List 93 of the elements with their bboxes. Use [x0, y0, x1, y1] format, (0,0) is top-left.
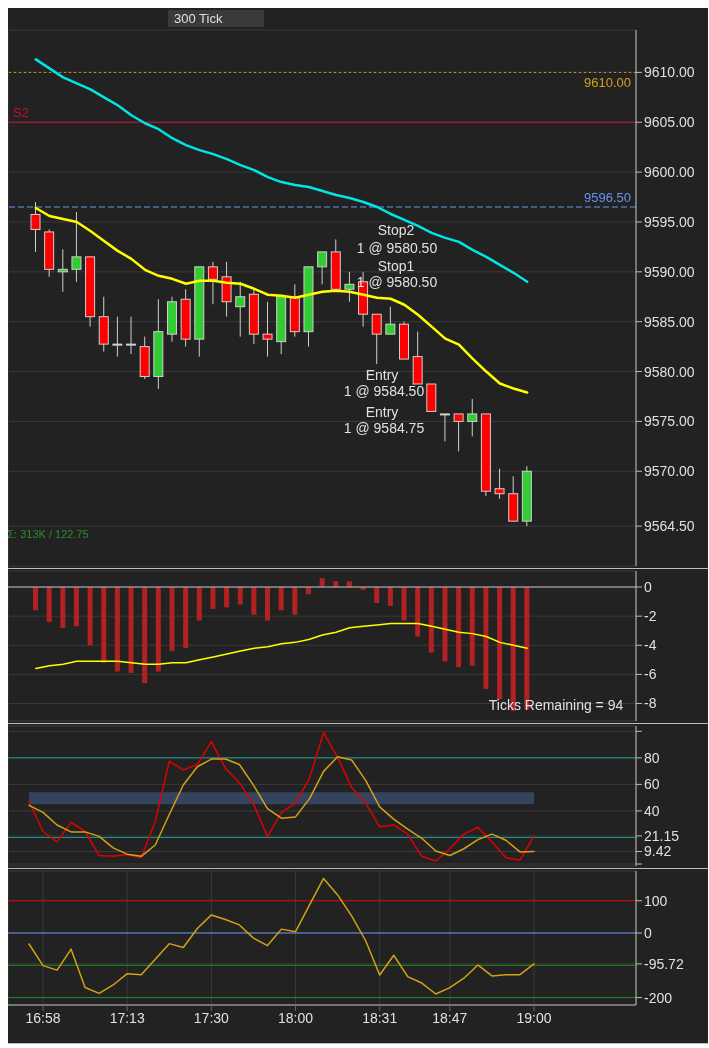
line-series	[28, 877, 535, 995]
annotation: 1 @ 9584.50	[343, 383, 425, 399]
bar	[196, 587, 202, 621]
candlestick	[262, 301, 273, 358]
candlestick	[235, 281, 246, 338]
y-tick-label: 9580.00	[644, 363, 695, 380]
candlestick	[385, 306, 396, 335]
candlestick	[207, 261, 218, 305]
x-tick-label: 17:30	[193, 1009, 230, 1026]
y-tick-label: -95.72	[644, 955, 684, 972]
y-tick-label: 9585.00	[644, 313, 695, 330]
y-tick-label: 21.15	[644, 827, 680, 844]
annotation: 1 @ 9580.50	[356, 274, 438, 290]
y-tick-label: 9600.00	[644, 164, 695, 181]
annotation: Entry	[365, 404, 399, 420]
bar	[128, 587, 134, 673]
y-tick-label: -6	[644, 666, 657, 683]
bar	[292, 587, 298, 615]
bar	[183, 587, 189, 649]
ref-line-label: S2	[13, 105, 29, 121]
bar	[169, 587, 175, 652]
y-tick-label: 100	[644, 892, 668, 909]
bar	[155, 587, 161, 672]
y-tick-label: -4	[644, 637, 657, 654]
candlestick	[71, 211, 82, 283]
bar	[278, 587, 284, 611]
y-tick-label: -2	[644, 608, 657, 625]
bar	[428, 587, 434, 653]
y-tick-label: 9605.00	[644, 114, 695, 131]
bar	[210, 587, 216, 609]
line-series	[28, 756, 535, 858]
bar	[87, 587, 93, 646]
y-tick-label: -8	[644, 695, 657, 712]
candlestick	[494, 468, 505, 500]
bar	[224, 587, 230, 608]
bar	[251, 587, 257, 615]
chart-subtitle: 300 Tick	[168, 10, 264, 27]
bar	[73, 587, 79, 627]
bar	[101, 587, 107, 663]
candlestick	[467, 398, 478, 437]
annotation: Stop1	[377, 258, 415, 274]
x-tick-label: 16:58	[25, 1009, 61, 1026]
annotation: 1 @ 9584.75	[343, 420, 425, 436]
candlestick	[126, 316, 137, 355]
line-series	[28, 731, 535, 862]
candlestick	[439, 413, 450, 442]
y-tick-label: 0	[644, 924, 652, 941]
bar	[60, 587, 66, 628]
annotation: Σ: 313K / 122.75	[7, 528, 89, 540]
candlestick	[30, 201, 41, 253]
bar	[142, 587, 148, 684]
y-tick-label: 9575.00	[644, 413, 695, 430]
y-tick-label: 40	[644, 802, 660, 819]
candlestick	[112, 316, 123, 358]
y-tick-label: 9570.00	[644, 463, 695, 480]
candlestick	[344, 271, 355, 303]
y-tick-label: -200	[644, 989, 673, 1006]
bar	[237, 587, 243, 605]
bar	[415, 587, 421, 637]
bar	[442, 587, 448, 662]
y-tick-label: 80	[644, 749, 660, 766]
annotation: Stop2	[377, 222, 415, 238]
y-tick-label: 9590.00	[644, 263, 695, 280]
bar	[33, 587, 38, 611]
x-tick-label: 18:31	[362, 1009, 398, 1026]
bar	[387, 587, 393, 606]
bar	[483, 587, 489, 689]
ref-line-label: 9610.00	[584, 74, 631, 90]
bar	[497, 587, 503, 700]
x-tick-label: 18:47	[432, 1009, 468, 1026]
bar	[265, 587, 271, 621]
line-series	[35, 622, 528, 670]
x-tick-label: 19:00	[516, 1009, 552, 1026]
ref-line-label: 9596.50	[584, 190, 631, 205]
y-tick-label: 9.42	[644, 843, 672, 860]
bar	[456, 587, 462, 668]
y-tick-label: 9595.00	[644, 213, 695, 230]
candlestick	[371, 313, 382, 365]
candlestick	[453, 413, 464, 452]
x-tick-label: 18:00	[278, 1009, 314, 1026]
bar	[469, 587, 475, 666]
bar	[401, 587, 407, 621]
y-tick-label: 9564.50	[644, 518, 695, 535]
candlestick	[317, 251, 328, 285]
x-tick-label: 17:13	[109, 1009, 145, 1026]
annotation: 1 @ 9580.50	[356, 240, 438, 256]
y-tick-label: 9610.00	[644, 64, 695, 81]
annotation: Entry	[365, 367, 399, 383]
y-tick-label: 0	[644, 578, 652, 595]
bar	[374, 587, 380, 604]
y-tick-label: 60	[644, 776, 660, 793]
bar	[114, 587, 120, 672]
bar	[46, 587, 52, 622]
